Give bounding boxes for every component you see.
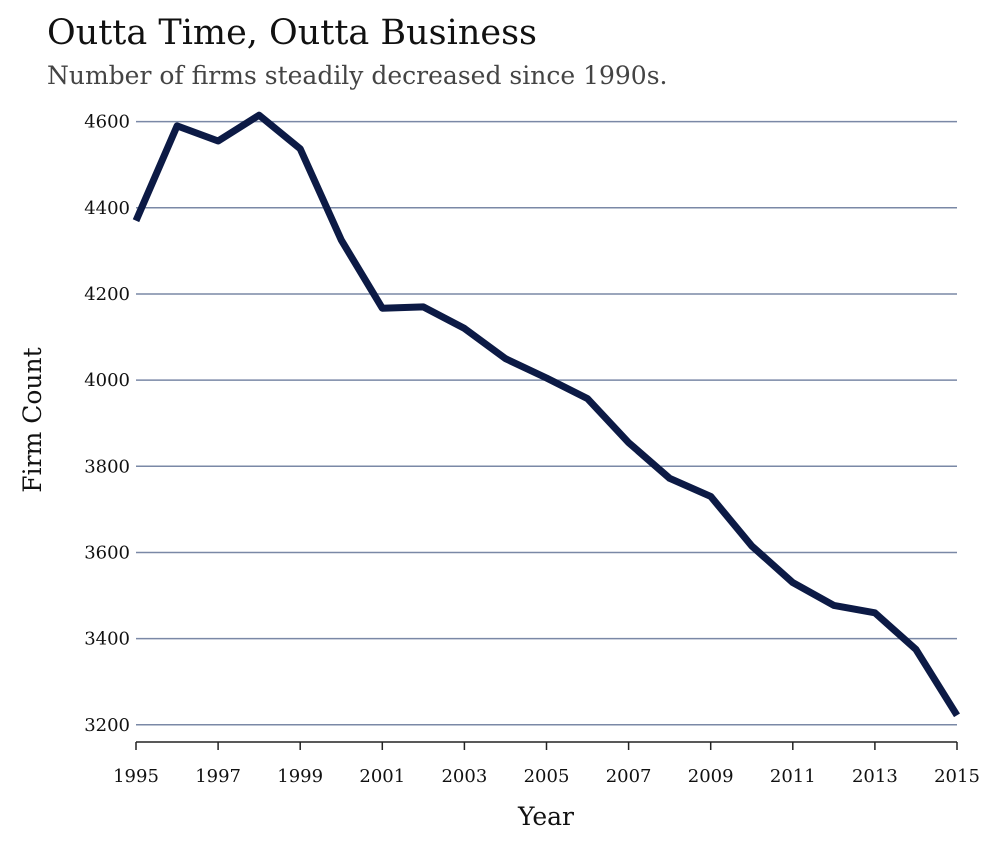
y-tick-label: 3800: [84, 456, 130, 477]
x-tick-label: 2015: [934, 766, 980, 787]
x-tick-label: 1997: [195, 766, 241, 787]
y-tick-label: 4600: [84, 112, 130, 133]
x-tick-label: 2013: [852, 766, 898, 787]
x-tick-label: 1995: [113, 766, 159, 787]
x-axis: 1995 1997 1999 2001 2003 2005 2007 2009 2011 2013…: [113, 741, 980, 787]
x-tick-label: 2005: [524, 766, 570, 787]
chart-title: Outta Time, Outta Business: [47, 13, 537, 53]
x-tick-label: 2001: [359, 766, 405, 787]
x-tick-label: 2003: [441, 766, 487, 787]
y-tick-label: 4200: [84, 284, 130, 305]
y-tick-label: 4400: [84, 198, 130, 219]
x-tick-label: 1999: [277, 766, 323, 787]
y-axis-label: Firm Count: [18, 347, 47, 492]
chart-subtitle: Number of firms steadily decreased since…: [47, 61, 668, 90]
x-tick-label: 2007: [606, 766, 652, 787]
series-line-0: [132, 111, 960, 718]
series-layer: [132, 111, 960, 718]
y-tick-label: 3600: [84, 542, 130, 563]
x-axis-label: Year: [517, 802, 574, 831]
x-tick-label: 2009: [688, 766, 734, 787]
y-tick-label: 4000: [84, 370, 130, 391]
y-axis: 3200 3400 3600 3800 4000 4200 4400 4600: [84, 112, 130, 736]
y-tick-label: 3200: [84, 715, 130, 736]
y-tick-label: 3400: [84, 629, 130, 650]
x-tick-label: 2011: [770, 766, 816, 787]
gridlines: [136, 120, 957, 726]
